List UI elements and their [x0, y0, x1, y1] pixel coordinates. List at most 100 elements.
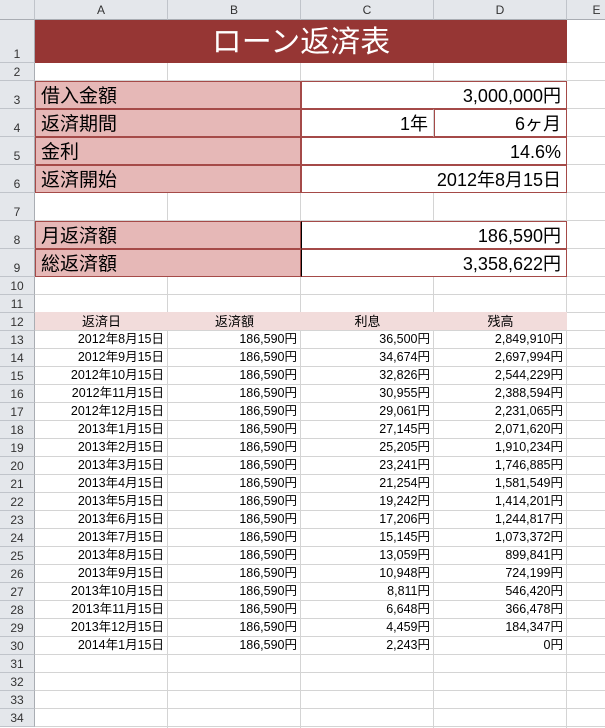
cell-payment-date[interactable]: 2012年9月15日 [77, 350, 164, 364]
cell-interest[interactable]: 34,674円 [379, 350, 430, 364]
cell-payment-date[interactable]: 2013年9月15日 [77, 566, 164, 580]
cell-interest[interactable]: 2,243円 [386, 638, 430, 652]
cell-payment-amount[interactable]: 186,590円 [239, 566, 297, 580]
cell-balance[interactable]: 2,071,620円 [494, 422, 563, 436]
cell-payment-date[interactable]: 2012年11月15日 [71, 386, 164, 400]
cell-balance[interactable]: 1,746,885円 [494, 458, 563, 472]
select-all-corner[interactable] [0, 0, 35, 20]
column-header-d[interactable]: D [434, 0, 567, 20]
cell-payment-amount[interactable]: 186,590円 [239, 584, 297, 598]
row-header-18[interactable]: 18 [0, 421, 35, 439]
cell-balance[interactable]: 2,849,910円 [494, 332, 563, 346]
row-header-13[interactable]: 13 [0, 331, 35, 349]
header-balance[interactable]: 残高 [487, 314, 514, 329]
cell-interest[interactable]: 15,145円 [379, 530, 430, 544]
cell-balance[interactable]: 546,420円 [505, 584, 563, 598]
cell-interest[interactable]: 13,059円 [379, 548, 430, 562]
row-header-23[interactable]: 23 [0, 511, 35, 529]
rate-value[interactable]: 14.6% [301, 137, 567, 165]
cell-payment-amount[interactable]: 186,590円 [239, 440, 297, 454]
cell-interest[interactable]: 10,948円 [379, 566, 430, 580]
loan-amount-value[interactable]: 3,000,000円 [301, 81, 567, 109]
cell-balance[interactable]: 1,073,372円 [494, 530, 563, 544]
cell-payment-amount[interactable]: 186,590円 [239, 476, 297, 490]
cell-interest[interactable]: 17,206円 [379, 512, 430, 526]
cell-payment-date[interactable]: 2013年5月15日 [77, 494, 164, 508]
row-header-6[interactable]: 6 [0, 165, 35, 193]
total-payment-value[interactable]: 3,358,622円 [301, 249, 567, 277]
cell-balance[interactable]: 1,244,817円 [494, 512, 563, 526]
cell-balance[interactable]: 724,199円 [505, 566, 563, 580]
row-header-25[interactable]: 25 [0, 547, 35, 565]
row-header-21[interactable]: 21 [0, 475, 35, 493]
cell-payment-amount[interactable]: 186,590円 [239, 368, 297, 382]
cell-interest[interactable]: 23,241円 [379, 458, 430, 472]
row-header-7[interactable]: 7 [0, 193, 35, 221]
cell-balance[interactable]: 0円 [543, 638, 563, 652]
monthly-payment-label[interactable]: 月返済額 [35, 221, 301, 249]
cell-interest[interactable]: 32,826円 [379, 368, 430, 382]
cell-payment-amount[interactable]: 186,590円 [239, 638, 297, 652]
start-date-value[interactable]: 2012年8月15日 [301, 165, 567, 193]
cell-payment-amount[interactable]: 186,590円 [239, 602, 297, 616]
cell-balance[interactable]: 1,414,201円 [494, 494, 563, 508]
row-header-27[interactable]: 27 [0, 583, 35, 601]
column-header-e[interactable]: E [567, 0, 605, 20]
cell-payment-date[interactable]: 2013年6月15日 [77, 512, 164, 526]
row-header-33[interactable]: 33 [0, 691, 35, 709]
row-header-16[interactable]: 16 [0, 385, 35, 403]
row-header-12[interactable]: 12 [0, 313, 35, 331]
cell-balance[interactable]: 2,231,065円 [494, 404, 563, 418]
cell-payment-date[interactable]: 2013年11月15日 [71, 602, 164, 616]
cell-interest[interactable]: 36,500円 [379, 332, 430, 346]
cell-payment-amount[interactable]: 186,590円 [239, 350, 297, 364]
cell-payment-date[interactable]: 2012年12月15日 [70, 404, 164, 418]
cell-payment-amount[interactable]: 186,590円 [239, 458, 297, 472]
cell-payment-amount[interactable]: 186,590円 [239, 332, 297, 346]
cell-payment-date[interactable]: 2013年3月15日 [77, 458, 164, 472]
header-payment-amount[interactable]: 返済額 [214, 314, 254, 329]
cell-balance[interactable]: 1,581,549円 [494, 476, 563, 490]
row-header-3[interactable]: 3 [0, 81, 35, 109]
cell-balance[interactable]: 1,910,234円 [494, 440, 563, 454]
cell-interest[interactable]: 4,459円 [386, 620, 430, 634]
cell-payment-amount[interactable]: 186,590円 [239, 548, 297, 562]
row-header-31[interactable]: 31 [0, 655, 35, 673]
cell-interest[interactable]: 21,254円 [379, 476, 430, 490]
cell-balance[interactable]: 899,841円 [505, 548, 563, 562]
column-header-c[interactable]: C [301, 0, 434, 20]
cell-balance[interactable]: 2,388,594円 [494, 386, 563, 400]
header-interest[interactable]: 利息 [354, 314, 381, 329]
cell-payment-date[interactable]: 2013年12月15日 [70, 620, 164, 634]
cell-interest[interactable]: 29,061円 [379, 404, 430, 418]
row-header-24[interactable]: 24 [0, 529, 35, 547]
row-header-8[interactable]: 8 [0, 221, 35, 249]
row-header-4[interactable]: 4 [0, 109, 35, 137]
total-payment-label[interactable]: 総返済額 [35, 249, 301, 277]
row-header-10[interactable]: 10 [0, 277, 35, 295]
cell-interest[interactable]: 8,811円 [387, 584, 430, 598]
term-label[interactable]: 返済期間 [35, 109, 301, 137]
loan-amount-label[interactable]: 借入金額 [35, 81, 301, 109]
row-header-19[interactable]: 19 [0, 439, 35, 457]
cell-interest[interactable]: 6,648円 [386, 602, 430, 616]
cell-payment-date[interactable]: 2013年8月15日 [77, 548, 164, 562]
monthly-payment-value[interactable]: 186,590円 [301, 221, 567, 249]
cell-balance[interactable]: 366,478円 [505, 602, 563, 616]
row-header-28[interactable]: 28 [0, 601, 35, 619]
row-header-2[interactable]: 2 [0, 63, 35, 81]
term-months-value[interactable]: 6ヶ月 [434, 109, 567, 137]
cell-payment-date[interactable]: 2013年2月15日 [77, 440, 164, 454]
cell-payment-date[interactable]: 2012年8月15日 [77, 332, 164, 346]
cell-balance[interactable]: 184,347円 [505, 620, 563, 634]
row-header-26[interactable]: 26 [0, 565, 35, 583]
cell-payment-date[interactable]: 2013年10月15日 [70, 584, 164, 598]
cell-payment-amount[interactable]: 186,590円 [239, 422, 297, 436]
sheet-title[interactable]: ローン返済表 [35, 20, 567, 63]
start-date-label[interactable]: 返済開始 [35, 165, 301, 193]
cell-payment-amount[interactable]: 186,590円 [239, 512, 297, 526]
row-header-32[interactable]: 32 [0, 673, 35, 691]
cell-payment-amount[interactable]: 186,590円 [239, 530, 297, 544]
cell-interest[interactable]: 30,955円 [379, 386, 430, 400]
cell-interest[interactable]: 27,145円 [379, 422, 430, 436]
